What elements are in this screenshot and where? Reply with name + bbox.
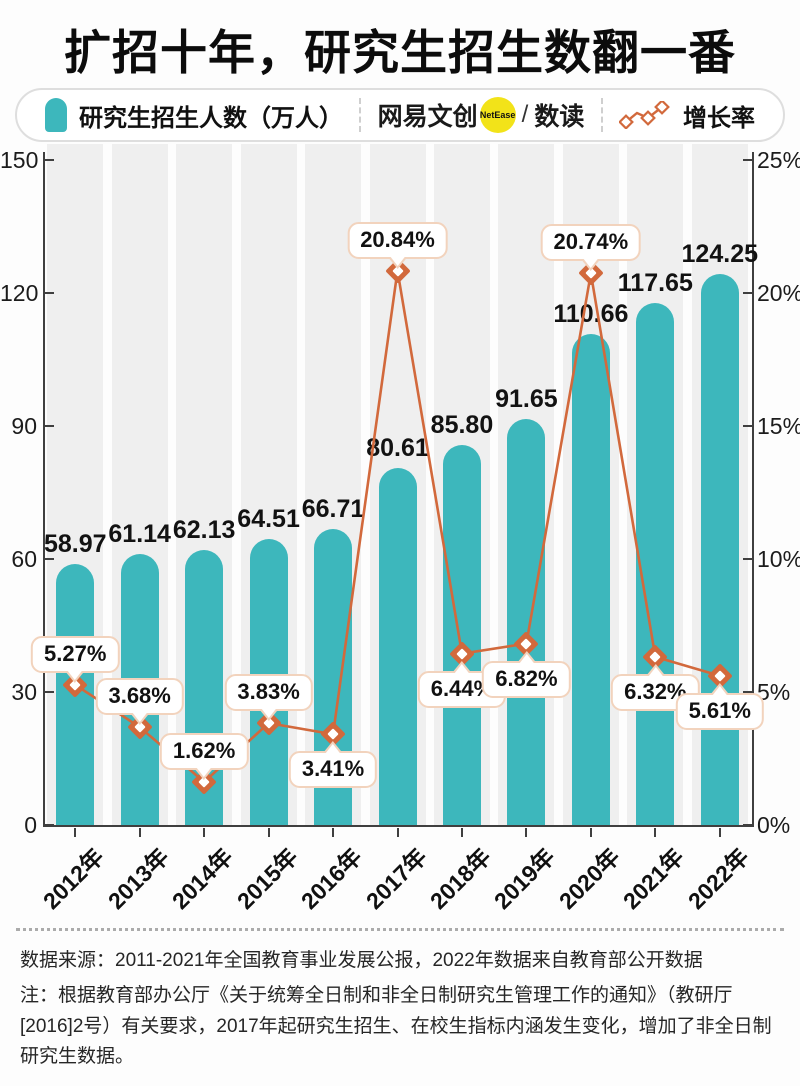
footer-separator	[16, 928, 784, 931]
x-tick	[396, 828, 399, 837]
footer: 数据来源：2011-2021年全国教育事业发展公报，2022年数据来自教育部公开…	[20, 946, 782, 1077]
growth-callout: 1.62%	[159, 732, 249, 770]
x-tick	[332, 828, 335, 837]
growth-callout: 5.61%	[675, 692, 764, 730]
y-axis-label-right: 15%	[757, 413, 800, 439]
bar-value-label: 110.66	[553, 300, 629, 329]
x-tick	[267, 828, 270, 837]
y-tick-left	[45, 824, 54, 826]
x-tick	[654, 828, 657, 837]
bar-value-label: 85.80	[430, 410, 494, 439]
netease-badge-icon: NetEase	[479, 97, 516, 133]
growth-callout: 3.83%	[224, 674, 313, 712]
bar-2018年	[442, 444, 481, 825]
brand-name: 网易文创	[377, 103, 478, 131]
x-tick	[718, 828, 721, 837]
x-tick	[203, 828, 206, 837]
legend-item-bars: 研究生招生人数（万人）	[45, 98, 343, 133]
bar-series-icon	[45, 98, 67, 132]
growth-callout: 3.68%	[95, 678, 184, 716]
x-axis	[43, 825, 754, 827]
legend-divider	[600, 98, 603, 132]
legend-bar: 研究生招生人数（万人） 网易文创 NetEase / 数读 增长率	[15, 88, 785, 142]
growth-callout: 5.27%	[31, 635, 120, 673]
y-axis-label-left: 60	[11, 546, 37, 572]
y-axis-label-left: 120	[0, 280, 39, 306]
legend-item-line: 增长率	[618, 98, 755, 133]
growth-callout: 6.82%	[482, 660, 571, 698]
y-tick-left	[45, 292, 54, 294]
bar-value-label: 124.25	[681, 240, 758, 269]
y-axis-left	[43, 152, 45, 827]
brand-product: 数读	[534, 103, 585, 131]
y-tick-right	[743, 292, 752, 294]
y-axis-label-right: 25%	[757, 147, 800, 173]
growth-callout: 20.84%	[347, 221, 448, 259]
legend-divider	[359, 98, 362, 132]
page-title: 扩招十年，研究生招生数翻一番	[64, 26, 736, 79]
bar-2022年	[700, 274, 739, 825]
y-tick-right	[743, 425, 752, 427]
x-tick	[525, 828, 528, 837]
y-tick-left	[45, 425, 54, 427]
y-tick-left	[45, 558, 54, 560]
x-tick	[460, 828, 463, 837]
y-tick-right	[743, 558, 752, 560]
y-axis-label-left: 30	[11, 679, 37, 705]
x-tick	[74, 828, 77, 837]
y-tick-right	[743, 824, 752, 826]
legend-line-label: 增长率	[682, 104, 755, 132]
line-series-icon	[618, 101, 670, 129]
growth-callout: 3.41%	[288, 751, 378, 789]
y-axis-label-right: 20%	[757, 280, 800, 306]
y-tick-right	[743, 159, 752, 161]
x-tick	[589, 828, 592, 837]
x-tick	[138, 828, 141, 837]
bar-value-label: 91.65	[495, 384, 558, 413]
y-axis-label-right: 10%	[757, 546, 800, 572]
y-tick-left	[45, 691, 54, 693]
bar-value-label: 117.65	[617, 269, 693, 298]
y-axis-right	[752, 152, 754, 827]
data-source-text: 数据来源：2011-2021年全国教育事业发展公报，2022年数据来自教育部公开…	[20, 950, 703, 971]
legend-bar-label: 研究生招生人数（万人）	[79, 104, 343, 132]
y-axis-label-left: 0	[24, 812, 37, 838]
y-axis-label-left: 150	[0, 147, 39, 173]
y-axis-label-right: 0%	[757, 812, 791, 838]
y-axis-label-left: 90	[11, 413, 37, 439]
growth-callout: 20.74%	[540, 224, 642, 262]
y-tick-left	[45, 159, 54, 161]
bar-2019年	[507, 418, 546, 825]
bar-value-label: 66.71	[301, 495, 365, 524]
brand-logo: 网易文创 NetEase / 数读	[377, 97, 585, 133]
brand-separator: /	[521, 101, 529, 128]
footnote-text: 注：根据教育部办公厅《关于统筹全日制和非全日制研究生管理工作的通知》（教研厅[2…	[20, 984, 772, 1068]
bar-2021年	[636, 303, 675, 825]
